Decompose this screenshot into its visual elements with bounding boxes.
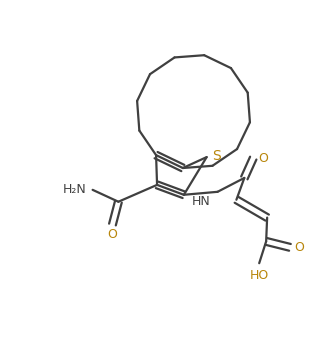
Text: HN: HN [191, 195, 210, 208]
Text: O: O [294, 241, 304, 254]
Text: O: O [108, 228, 118, 241]
Text: O: O [258, 152, 268, 165]
Text: S: S [212, 149, 221, 163]
Text: H₂N: H₂N [63, 183, 87, 196]
Text: HO: HO [250, 269, 269, 282]
